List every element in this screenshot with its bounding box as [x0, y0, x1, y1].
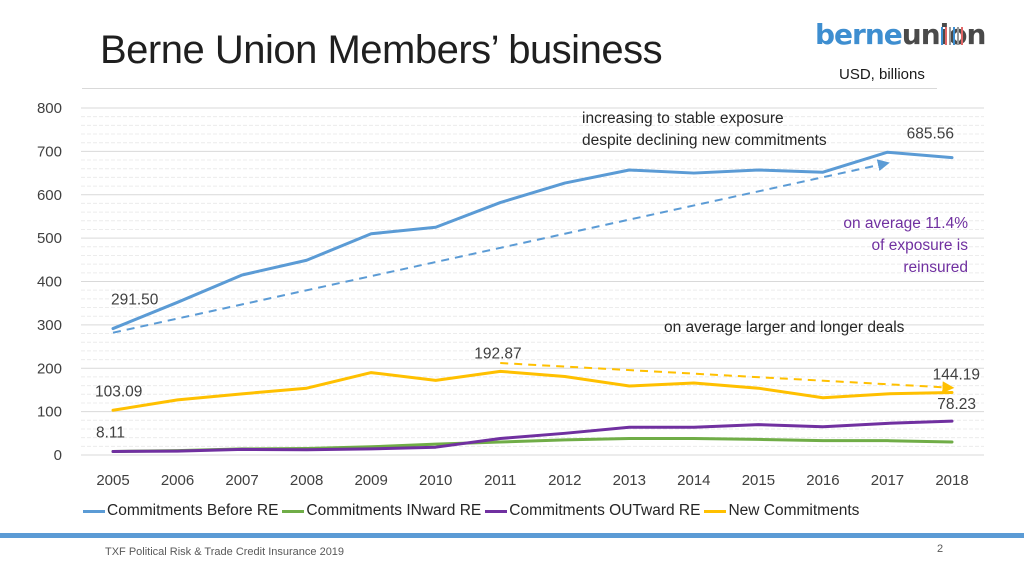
data-label: 78.23	[937, 396, 976, 413]
y-tick-label: 700	[37, 143, 62, 160]
x-tick-label: 2009	[354, 472, 387, 489]
annotation-reinsured: on average 11.4% of exposure is reinsure…	[780, 213, 968, 279]
legend-label: New Commitments	[728, 502, 860, 519]
x-tick-label: 2011	[484, 472, 516, 489]
legend-swatch	[282, 509, 305, 513]
x-tick-label: 2015	[742, 472, 775, 489]
footer-text: TXF Political Risk & Trade Credit Insura…	[105, 546, 345, 558]
page-title: Berne Union Members’ business	[100, 28, 663, 72]
annotation-reinsured-line3: reinsured	[903, 259, 968, 276]
series-line	[111, 419, 954, 453]
annotation-exposure-line2: despite declining new commitments	[582, 132, 827, 149]
legend-item: Commitments OUTward RE	[485, 502, 700, 520]
y-tick-label: 600	[37, 187, 62, 204]
legend-item: Commitments INward RE	[282, 502, 481, 520]
legend-item: Commitments Before RE	[83, 502, 278, 520]
x-tick-label: 2006	[161, 472, 194, 489]
y-tick-label: 200	[37, 360, 62, 377]
berne-union-logo: berneunion	[815, 18, 987, 51]
data-label: 8.11	[96, 424, 125, 441]
header-divider	[82, 88, 937, 89]
unit-label: USD, billions	[839, 66, 925, 83]
x-tick-label: 2017	[871, 472, 904, 489]
x-tick-label: 2012	[548, 472, 581, 489]
x-tick-label: 2018	[935, 472, 968, 489]
x-tick-label: 2010	[419, 472, 452, 489]
legend-swatch	[704, 509, 727, 513]
data-label: 685.56	[907, 126, 954, 143]
data-label: 192.87	[474, 345, 521, 362]
logo-bars-icon	[941, 27, 963, 45]
y-tick-label: 800	[37, 100, 62, 117]
data-label: 144.19	[933, 366, 980, 383]
legend-label: Commitments INward RE	[306, 502, 482, 519]
x-tick-label: 2008	[290, 472, 323, 489]
x-tick-label: 2016	[806, 472, 839, 489]
page-number: 2	[937, 543, 944, 555]
chart-legend: Commitments Before RE Commitments INward …	[83, 502, 863, 520]
annotation-exposure: increasing to stable exposure despite de…	[582, 108, 827, 152]
annotation-exposure-line1: increasing to stable exposure	[582, 110, 784, 127]
x-tick-label: 2014	[677, 472, 710, 489]
data-label: 103.09	[95, 383, 142, 400]
annotation-deals: on average larger and longer deals	[664, 319, 905, 336]
trend-line	[500, 362, 955, 394]
y-tick-label: 100	[37, 404, 62, 421]
series-line	[111, 369, 954, 412]
legend-swatch	[83, 509, 105, 513]
annotation-reinsured-line1: on average 11.4%	[843, 215, 968, 232]
footer-bar	[0, 533, 1024, 538]
legend-item: New Commitments	[704, 502, 859, 520]
legend-label: Commitments OUTward RE	[509, 502, 701, 519]
y-tick-label: 0	[54, 447, 62, 464]
y-tick-label: 400	[37, 274, 62, 291]
x-tick-label: 2007	[225, 472, 258, 489]
annotation-reinsured-line2: of exposure is	[871, 237, 969, 254]
logo-text-berne: berne	[815, 18, 903, 51]
logo-text-union: union	[901, 18, 987, 51]
line-chart: 0 100 200 300 400 500 600 700 800 2005 2006 2007 200…	[37, 100, 984, 489]
trend-line	[112, 159, 890, 334]
legend-label: Commitments Before RE	[107, 502, 279, 519]
x-tick-label: 2013	[613, 472, 646, 489]
x-tick-label: 2005	[96, 472, 129, 489]
series-line	[111, 150, 954, 331]
y-tick-label: 300	[37, 317, 62, 334]
y-tick-label: 500	[37, 230, 62, 247]
data-label: 291.50	[111, 292, 159, 309]
legend-swatch	[485, 509, 508, 513]
